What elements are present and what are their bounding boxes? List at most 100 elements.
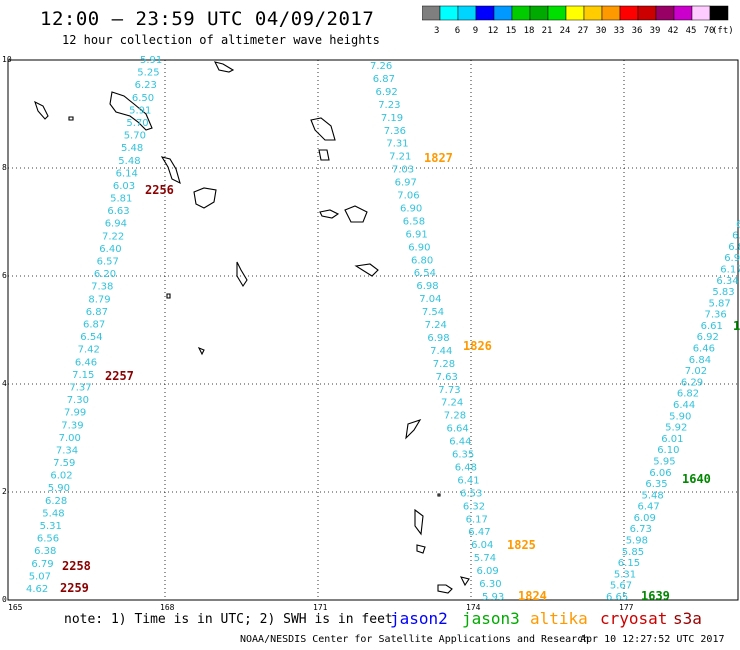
wave-height-value: 6.35 bbox=[452, 450, 474, 461]
wave-height-value: 6.94 bbox=[105, 219, 127, 230]
wave-height-value: 7.54 bbox=[422, 307, 444, 318]
wave-height-value: 7.22 bbox=[102, 231, 124, 242]
pass-time-labels: 2256 2257 2258 2259 1827 1826 1825 1824 1640 1639… bbox=[60, 151, 740, 603]
color-scale-label: 36 bbox=[631, 26, 643, 36]
wave-height-value: 7.36 bbox=[384, 126, 406, 137]
island-shape bbox=[236, 261, 248, 288]
wave-height-value: 6.98 bbox=[416, 281, 438, 292]
wave-height-value: 5.70 bbox=[126, 118, 148, 129]
wave-height-value: 6.61 bbox=[701, 321, 723, 332]
wave-height-value: 6.73 bbox=[630, 524, 652, 535]
y-tick-label: 2 bbox=[2, 487, 7, 496]
wave-height-value: 6.04 bbox=[471, 540, 493, 551]
wave-height-value: 6.46 bbox=[75, 357, 97, 368]
island-shape bbox=[437, 493, 441, 497]
wave-height-value: 6.90 bbox=[408, 242, 430, 253]
wave-height-value: 6.84 bbox=[689, 355, 711, 366]
wave-height-value: 7.39 bbox=[61, 420, 83, 431]
y-tick-label: 0 bbox=[2, 595, 7, 604]
color-scale-label: 6 bbox=[454, 26, 461, 36]
wave-height-value: 8.79 bbox=[88, 294, 110, 305]
x-tick-label: 171 bbox=[313, 603, 328, 612]
wave-height-value: 6.46 bbox=[693, 344, 715, 355]
wave-height-value: 5.48 bbox=[42, 508, 64, 519]
wave-height-value: 6.10 bbox=[657, 445, 679, 456]
wave-height-value: 7.34 bbox=[56, 446, 78, 457]
wave-height-value: 6.09 bbox=[634, 513, 656, 524]
wave-height-value: 6.91 bbox=[724, 253, 740, 264]
wave-height-value: 7.04 bbox=[419, 294, 441, 305]
island-shape bbox=[310, 117, 336, 141]
wave-height-value: 5.92 bbox=[665, 423, 687, 434]
island-shape bbox=[68, 116, 74, 121]
wave-height-value: 6.47 bbox=[638, 502, 660, 513]
wave-height-value: 5.98 bbox=[626, 536, 648, 547]
legend-altika: altika bbox=[530, 609, 588, 628]
wave-height-value: 6.40 bbox=[99, 244, 121, 255]
legend-cryosat: cryosat bbox=[600, 609, 668, 628]
wave-height-value: 6.28 bbox=[45, 496, 67, 507]
color-scale-swatches bbox=[421, 5, 729, 21]
y-tick-label: 10 bbox=[2, 55, 12, 64]
wave-height-value: 6.7 bbox=[732, 231, 740, 242]
wave-height-value: 7.03 bbox=[392, 165, 414, 176]
color-scale-label: 42 bbox=[667, 26, 679, 36]
wave-height-value: 5.07 bbox=[29, 571, 51, 582]
page-title: 12:00 – 23:59 UTC 04/09/2017 bbox=[40, 8, 375, 30]
wave-height-value: 6.06 bbox=[649, 468, 671, 479]
wave-height-value: 6.38 bbox=[34, 546, 56, 557]
wave-height-value: 6.41 bbox=[457, 475, 479, 486]
wave-height-value: 7.38 bbox=[91, 282, 113, 293]
island-shape bbox=[354, 263, 379, 277]
wave-height-value: 6.20 bbox=[94, 269, 116, 280]
color-scale-label: 24 bbox=[559, 26, 571, 36]
wave-height-tracks: 5.915.256.236.505.915.705.705.485.486.14… bbox=[26, 55, 740, 603]
wave-height-value: 6.35 bbox=[645, 479, 667, 490]
wave-height-value: 6.90 bbox=[400, 204, 422, 215]
wave-height-value: 6.23 bbox=[135, 80, 157, 91]
wave-height-value: 6.63 bbox=[107, 206, 129, 217]
wave-height-value: 6.03 bbox=[113, 181, 135, 192]
wave-height-value: 6.30 bbox=[479, 579, 501, 590]
color-scale-label: 18 bbox=[523, 26, 535, 36]
wave-height-value: 6.48 bbox=[455, 463, 477, 474]
wave-height-value: 6.80 bbox=[411, 255, 433, 266]
page-subtitle: 12 hour collection of altimeter wave hei… bbox=[62, 33, 380, 47]
x-axis-ticks: 165 168 171 174 177 bbox=[8, 603, 634, 612]
wave-height-value: 6.01 bbox=[661, 434, 683, 445]
wave-height-value: 6.14 bbox=[116, 168, 138, 179]
wave-height-value: 5.90 bbox=[669, 411, 691, 422]
pass-time-label: 2256 bbox=[145, 183, 174, 197]
wave-height-value: 7.30 bbox=[67, 395, 89, 406]
wave-height-value: 6.47 bbox=[468, 527, 490, 538]
pass-time-label: 1825 bbox=[507, 538, 536, 552]
pass-time-label: 2258 bbox=[62, 559, 91, 573]
wave-height-value: 6.8 bbox=[728, 242, 740, 253]
wave-height-value: 6.87 bbox=[86, 307, 108, 318]
color-scale-bar: 3 6 9 12 15 18 21 24 27 30 33 36 39 42 45 70 (ft) bbox=[421, 5, 734, 43]
wave-height-value: 5.67 bbox=[610, 581, 632, 592]
wave-height-value: 6.53 bbox=[460, 488, 482, 499]
credit-line: NOAA/NESDIS Center for Satellite Applica… bbox=[240, 634, 590, 645]
wave-height-value: 7.06 bbox=[397, 191, 419, 202]
wave-height-value: 7.59 bbox=[53, 458, 75, 469]
wave-height-value: 7.31 bbox=[386, 139, 408, 150]
wave-height-value: 7.36 bbox=[705, 310, 727, 321]
island-outlines bbox=[34, 61, 470, 594]
x-tick-label: 168 bbox=[160, 603, 175, 612]
y-tick-label: 8 bbox=[2, 163, 7, 172]
legend-s3a: s3a bbox=[673, 609, 702, 628]
wave-height-value: 5.48 bbox=[121, 143, 143, 154]
wave-height-value: 6.54 bbox=[414, 268, 436, 279]
wave-height-value: 7.28 bbox=[444, 411, 466, 422]
color-scale-label: 45 bbox=[685, 26, 697, 36]
pass-time-label: 1826 bbox=[463, 339, 492, 353]
color-scale-label: 70 bbox=[703, 26, 715, 36]
wave-height-value: 6.87 bbox=[373, 74, 395, 85]
island-shape bbox=[109, 91, 153, 131]
color-swatch bbox=[709, 5, 729, 21]
wave-height-value: 7.19 bbox=[381, 113, 403, 124]
wave-height-value: 5.81 bbox=[110, 194, 132, 205]
wave-height-value: 6.15 bbox=[618, 558, 640, 569]
wave-height-value: 5.48 bbox=[118, 156, 140, 167]
